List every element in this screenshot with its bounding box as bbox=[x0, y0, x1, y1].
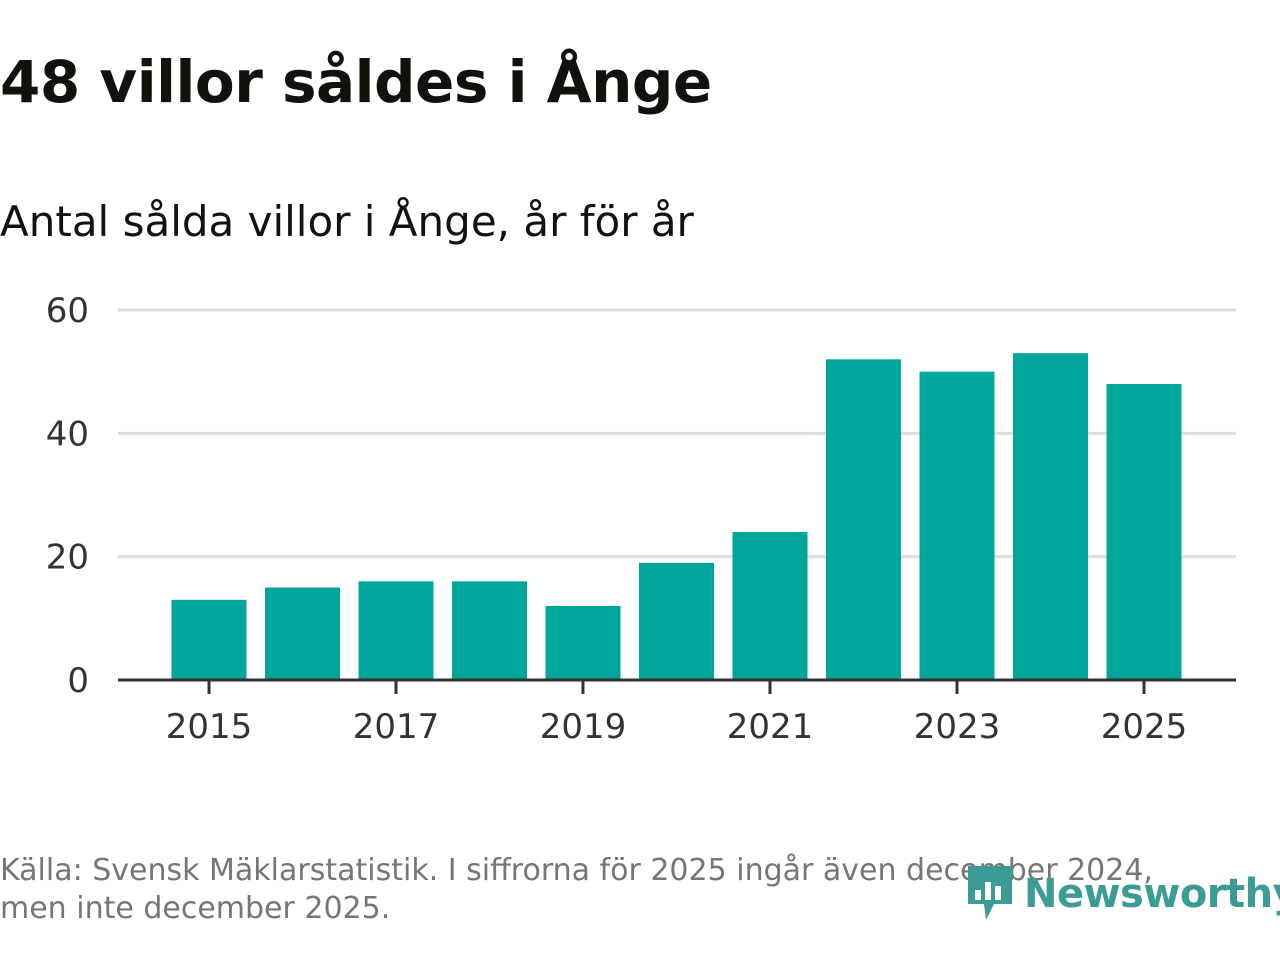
x-tick-label-2025: 2025 bbox=[1101, 707, 1188, 747]
footnote-line-1: Källa: Svensk Mäklarstatistik. I siffror… bbox=[0, 853, 1153, 888]
bars bbox=[171, 353, 1182, 680]
bar-2019 bbox=[545, 606, 621, 680]
bar-2020 bbox=[639, 562, 714, 680]
bar-2022 bbox=[826, 359, 901, 680]
x-tick-label-2017: 2017 bbox=[353, 707, 440, 747]
bar-2023 bbox=[919, 371, 995, 680]
logo-text: Newsworthy bbox=[1024, 871, 1280, 917]
bar-2016 bbox=[265, 587, 340, 680]
chart-title: 48 villor såldes i Ånge bbox=[0, 48, 712, 116]
footnote-line-2: men inte december 2025. bbox=[0, 891, 391, 926]
newsworthy-chart-icon bbox=[968, 866, 1012, 920]
bar-2018 bbox=[452, 581, 527, 680]
y-tick-label-40: 40 bbox=[46, 414, 89, 454]
y-tick-label-60: 60 bbox=[46, 291, 89, 331]
bar-chart: 0 20 40 60 2015 2017 2019 2021 2023 2025 bbox=[46, 291, 1236, 747]
bar-2015 bbox=[171, 599, 247, 680]
x-tick-label-2015: 2015 bbox=[166, 707, 253, 747]
bar-2021 bbox=[732, 532, 808, 680]
newsworthy-logo: Newsworthy bbox=[964, 862, 1280, 926]
x-tick-label-2019: 2019 bbox=[540, 707, 627, 747]
y-tick-label-0: 0 bbox=[67, 661, 89, 701]
chart-subtitle: Antal sålda villor i Ånge, år för år bbox=[0, 197, 694, 246]
x-axis bbox=[118, 678, 1236, 694]
y-axis-labels: 0 20 40 60 bbox=[46, 291, 89, 701]
x-tick-label-2023: 2023 bbox=[914, 707, 1001, 747]
x-tick-label-2021: 2021 bbox=[727, 707, 814, 747]
y-tick-label-20: 20 bbox=[46, 538, 89, 578]
x-axis-labels: 2015 2017 2019 2021 2023 2025 bbox=[166, 707, 1188, 747]
bar-2017 bbox=[358, 581, 434, 680]
source-footnote: Källa: Svensk Mäklarstatistik. I siffror… bbox=[0, 852, 1200, 928]
bar-2025 bbox=[1106, 384, 1182, 680]
bar-2024 bbox=[1013, 353, 1088, 680]
